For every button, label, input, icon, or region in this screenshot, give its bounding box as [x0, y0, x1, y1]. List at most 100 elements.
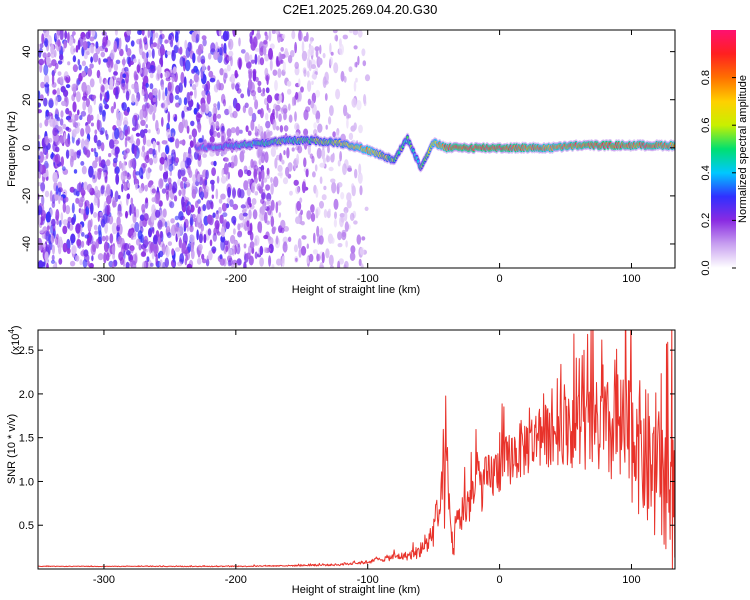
- snr-scale-close: ): [10, 325, 22, 329]
- noise-cell: [248, 106, 254, 117]
- noise-cell: [266, 220, 270, 225]
- noise-cell: [90, 202, 94, 215]
- noise-cell: [200, 55, 206, 64]
- noise-cell: [362, 60, 367, 67]
- noise-cell: [92, 174, 96, 180]
- noise-cell: [307, 80, 312, 92]
- noise-cell: [337, 182, 343, 188]
- noise-cell: [236, 258, 242, 266]
- noise-cell: [67, 32, 70, 44]
- noise-cell: [235, 83, 240, 92]
- noise-cell: [51, 254, 55, 261]
- noise-cell: [281, 159, 285, 165]
- noise-cell: [226, 64, 231, 72]
- noise-cell: [266, 247, 272, 252]
- noise-cell: [364, 74, 371, 82]
- noise-cell: [85, 149, 91, 158]
- noise-cell: [152, 97, 157, 103]
- noise-cell: [231, 81, 235, 90]
- noise-cell: [38, 155, 41, 160]
- noise-cell: [98, 57, 101, 65]
- noise-cell: [208, 70, 214, 78]
- noise-cell: [162, 171, 169, 180]
- noise-cell: [197, 173, 201, 183]
- noise-cell: [73, 169, 78, 174]
- noise-cell: [251, 59, 255, 64]
- noise-cell: [166, 51, 172, 56]
- noise-cell: [146, 51, 149, 58]
- noise-cell: [238, 37, 241, 47]
- noise-cell: [227, 56, 232, 62]
- noise-cell: [143, 128, 148, 134]
- noise-cell: [198, 138, 203, 143]
- noise-cell: [351, 183, 355, 191]
- noise-cell: [84, 234, 90, 239]
- noise-cell: [80, 161, 85, 166]
- noise-cell: [187, 243, 192, 253]
- noise-cell: [211, 182, 215, 192]
- noise-cell: [151, 188, 156, 194]
- noise-cell: [228, 50, 234, 58]
- noise-cell: [247, 130, 252, 136]
- noise-cell: [326, 155, 331, 163]
- x-tick-label: -200: [225, 574, 247, 586]
- noise-cell: [259, 47, 264, 57]
- noise-cell: [202, 84, 206, 89]
- noise-cell: [139, 38, 143, 50]
- noise-cell: [178, 82, 183, 93]
- noise-cell: [284, 48, 288, 56]
- noise-cell: [262, 87, 266, 94]
- noise-cell: [206, 93, 211, 105]
- noise-cell: [295, 216, 301, 224]
- noise-cell: [183, 151, 187, 162]
- noise-cell: [274, 79, 278, 91]
- noise-cell: [123, 250, 126, 260]
- noise-cell: [174, 215, 180, 221]
- noise-cell: [52, 244, 55, 255]
- noise-cell: [280, 47, 285, 52]
- noise-cell: [343, 104, 348, 117]
- noise-cell: [275, 104, 281, 112]
- noise-cell: [105, 184, 111, 196]
- noise-cell: [221, 168, 224, 178]
- noise-cell: [198, 243, 203, 251]
- noise-cell: [183, 105, 189, 112]
- noise-cell: [248, 209, 252, 220]
- noise-cell: [44, 190, 50, 198]
- noise-cell: [177, 48, 182, 54]
- spectrogram-y-label: Frequency (Hz): [6, 111, 18, 187]
- noise-cell: [146, 139, 152, 147]
- noise-cell: [294, 61, 300, 69]
- noise-cell: [180, 167, 186, 176]
- noise-cell: [71, 217, 76, 225]
- noise-cell: [215, 121, 220, 129]
- noise-cell: [316, 147, 322, 159]
- colorbar: 0.0 0.2 0.4 0.6 0.8 Normalized spectral ampl…: [700, 30, 749, 276]
- noise-cell: [344, 210, 348, 222]
- noise-cell: [244, 102, 249, 109]
- noise-cell: [251, 30, 255, 36]
- noise-cell: [228, 105, 233, 115]
- noise-cell: [104, 103, 109, 110]
- noise-cell: [119, 37, 122, 49]
- noise-cell: [111, 149, 114, 155]
- noise-cell: [315, 188, 319, 198]
- noise-cell: [324, 93, 328, 101]
- noise-cell: [85, 84, 91, 95]
- noise-cell: [221, 202, 227, 212]
- noise-cell: [106, 195, 112, 205]
- noise-cell: [120, 171, 126, 182]
- noise-cell: [138, 167, 144, 179]
- noise-cell: [39, 122, 43, 129]
- noise-cell: [71, 86, 77, 92]
- noise-cell: [186, 205, 192, 216]
- noise-cell: [44, 135, 49, 145]
- noise-cell: [114, 127, 120, 140]
- noise-cell: [306, 70, 310, 78]
- noise-cell: [101, 235, 106, 242]
- noise-cell: [38, 102, 41, 108]
- noise-cell: [212, 248, 216, 254]
- noise-cell: [147, 167, 151, 174]
- noise-cell: [105, 235, 109, 242]
- noise-cell: [280, 59, 284, 64]
